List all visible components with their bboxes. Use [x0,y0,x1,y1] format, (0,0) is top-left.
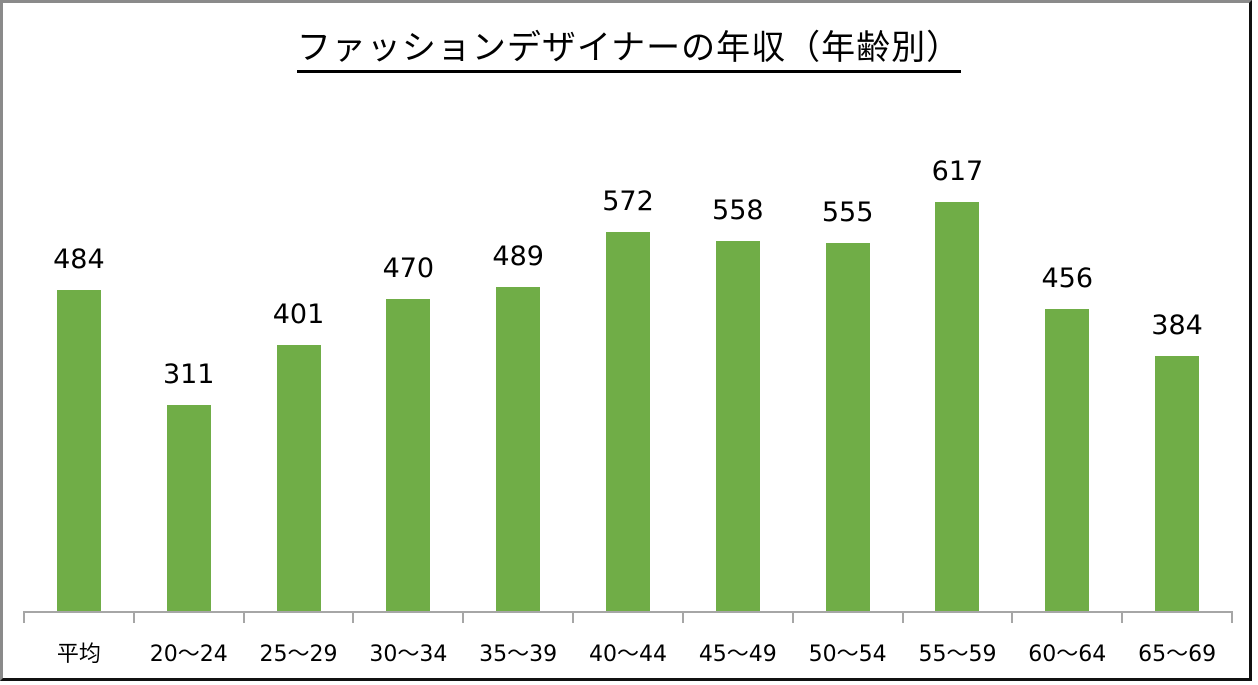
bar [386,299,431,611]
bar [935,201,980,611]
category-label: 50〜54 [808,642,887,667]
category-label: 35〜39 [479,642,558,667]
data-label: 311 [162,358,215,390]
data-label: 384 [1151,310,1203,342]
chart-title-text: ファッションデザイナーの年収（年齢別） [296,28,962,73]
category-label: 65〜69 [1138,642,1217,667]
data-label: 470 [382,253,435,285]
data-label: 401 [272,299,325,331]
x-axis-tick [352,611,355,623]
bar [166,404,211,611]
x-axis-tick [901,611,904,623]
bar [825,242,870,611]
bar [1045,308,1090,611]
data-label: 617 [931,155,984,187]
bar [606,231,650,611]
x-axis-tick [1121,611,1124,623]
x-axis-tick [1011,611,1014,623]
x-axis-tick [462,611,465,623]
category-label: 25〜29 [259,642,338,667]
chart-title: ファッションデザイナーの年収（年齢別） [0,20,1258,73]
x-axis-tick [681,611,684,623]
category-label: 40〜44 [589,642,667,667]
x-axis-tick [23,611,25,623]
bar [715,240,760,611]
data-label: 489 [492,240,544,272]
bar [276,345,321,611]
category-label: 20〜24 [149,642,228,667]
bar [496,286,541,611]
data-label: 558 [712,194,764,226]
x-axis-tick [572,611,575,623]
bar [56,289,101,611]
data-label: 456 [1041,262,1094,294]
category-label: 30〜34 [369,642,448,667]
x-axis [24,611,1232,613]
x-axis-tick [1231,611,1233,623]
category-label: 平均 [56,642,101,667]
data-label: 555 [821,196,874,228]
x-axis-tick [242,611,245,623]
data-label: 572 [602,185,654,217]
x-axis-tick [132,611,135,623]
category-label: 60〜64 [1028,642,1107,667]
category-label: 55〜59 [918,642,997,667]
x-axis-tick [791,611,794,623]
category-label: 45〜49 [698,642,777,667]
data-label: 484 [53,243,105,275]
bar [1155,356,1200,611]
